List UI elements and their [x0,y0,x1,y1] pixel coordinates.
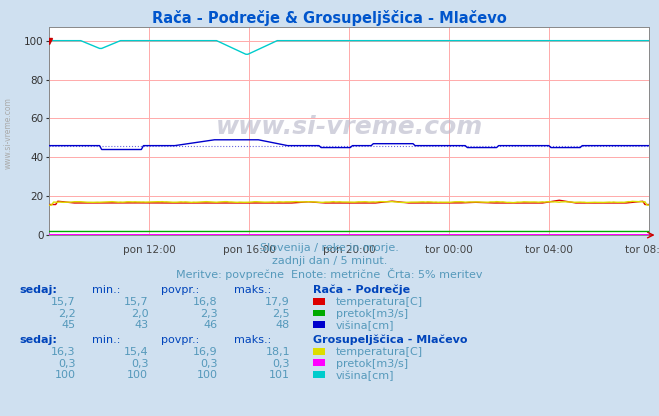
Text: 15,7: 15,7 [124,297,148,307]
Text: 17,9: 17,9 [265,297,290,307]
Text: Rača - Podrečje & Grosupeljščica - Mlačevo: Rača - Podrečje & Grosupeljščica - Mlače… [152,10,507,26]
Text: tor 00:00: tor 00:00 [425,245,473,255]
Text: 100: 100 [127,370,148,380]
Text: www.si-vreme.com: www.si-vreme.com [3,97,13,169]
Text: Slovenija / reke in morje.: Slovenija / reke in morje. [260,243,399,253]
Text: 16,9: 16,9 [193,347,217,357]
Text: višina[cm]: višina[cm] [336,320,395,331]
Text: 2,5: 2,5 [272,309,290,319]
Text: povpr.:: povpr.: [161,335,200,345]
Text: 100: 100 [55,370,76,380]
Text: 45: 45 [62,320,76,330]
Text: temperatura[C]: temperatura[C] [336,297,423,307]
Text: pon 20:00: pon 20:00 [323,245,376,255]
Text: zadnji dan / 5 minut.: zadnji dan / 5 minut. [272,256,387,266]
Text: 2,0: 2,0 [130,309,148,319]
Text: 0,3: 0,3 [58,359,76,369]
Text: pretok[m3/s]: pretok[m3/s] [336,359,408,369]
Text: pon 12:00: pon 12:00 [123,245,176,255]
Text: maks.:: maks.: [234,335,272,345]
Text: 46: 46 [204,320,217,330]
Text: min.:: min.: [92,285,121,295]
Text: tor 04:00: tor 04:00 [525,245,573,255]
Text: Meritve: povprečne  Enote: metrične  Črta: 5% meritev: Meritve: povprečne Enote: metrične Črta:… [176,268,483,280]
Text: 48: 48 [275,320,290,330]
Text: temperatura[C]: temperatura[C] [336,347,423,357]
Text: 15,4: 15,4 [124,347,148,357]
Text: pon 16:00: pon 16:00 [223,245,275,255]
Text: povpr.:: povpr.: [161,285,200,295]
Text: 43: 43 [134,320,148,330]
Text: sedaj:: sedaj: [20,335,57,345]
Text: 18,1: 18,1 [266,347,290,357]
Text: 16,3: 16,3 [51,347,76,357]
Text: 100: 100 [196,370,217,380]
Text: 0,3: 0,3 [272,359,290,369]
Text: Rača - Podrečje: Rača - Podrečje [313,285,410,295]
Text: pretok[m3/s]: pretok[m3/s] [336,309,408,319]
Text: www.si-vreme.com: www.si-vreme.com [215,115,483,139]
Text: 0,3: 0,3 [130,359,148,369]
Text: maks.:: maks.: [234,285,272,295]
Text: višina[cm]: višina[cm] [336,370,395,381]
Text: sedaj:: sedaj: [20,285,57,295]
Text: 2,2: 2,2 [58,309,76,319]
Text: 0,3: 0,3 [200,359,217,369]
Text: min.:: min.: [92,335,121,345]
Text: 16,8: 16,8 [193,297,217,307]
Text: 15,7: 15,7 [51,297,76,307]
Text: 101: 101 [269,370,290,380]
Text: tor 08:00: tor 08:00 [625,245,659,255]
Text: Grosupeljščica - Mlačevo: Grosupeljščica - Mlačevo [313,335,467,345]
Text: 2,3: 2,3 [200,309,217,319]
